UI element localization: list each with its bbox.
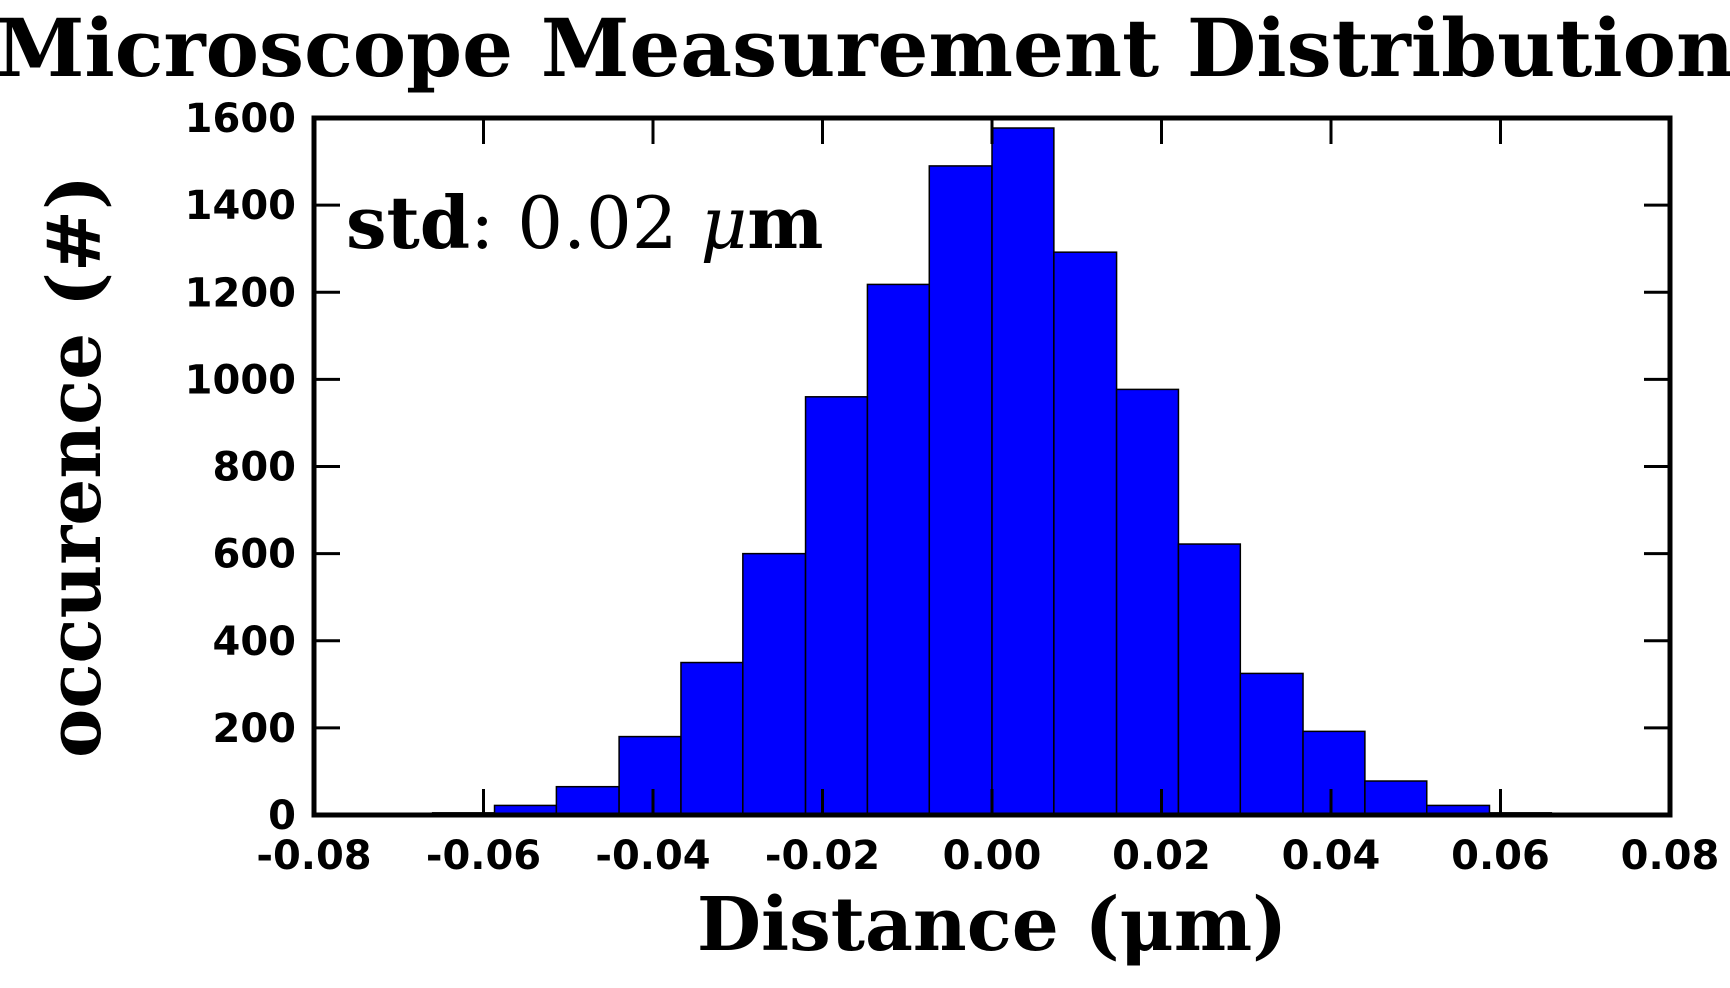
y-tick-label-5: 1000 bbox=[185, 357, 296, 403]
x-tick-label-3: -0.02 bbox=[765, 833, 880, 879]
x-tick-labels: -0.08 -0.06 -0.04 -0.02 0.00 0.02 0.04 0.06 0.08 bbox=[256, 833, 1719, 879]
y-tick-label-8: 1600 bbox=[185, 96, 296, 142]
histogram-bar-9 bbox=[991, 127, 1055, 816]
x-tick-label-6: 0.04 bbox=[1282, 833, 1381, 879]
x-tick-label-1: -0.06 bbox=[426, 833, 541, 879]
x-tick-label-4: 0.00 bbox=[943, 833, 1042, 879]
std-annotation: std: 0.02 μm bbox=[346, 180, 823, 265]
std-annotation-label: std bbox=[346, 180, 470, 265]
x-axis-label: Distance (μm) bbox=[697, 882, 1287, 968]
y-tick-label-1: 200 bbox=[213, 706, 297, 752]
chart-title: Microscope Measurement Distribution bbox=[0, 1, 1730, 95]
plot-frame bbox=[311, 115, 1673, 818]
bars-group bbox=[431, 127, 1553, 816]
std-annotation-value: 0.02 bbox=[517, 181, 677, 265]
histogram-bar-11 bbox=[1115, 388, 1180, 816]
std-annotation-separator: : bbox=[470, 181, 517, 265]
y-tick-label-0: 0 bbox=[268, 793, 296, 839]
histogram-bar-5 bbox=[742, 552, 807, 816]
x-tick-label-2: -0.04 bbox=[595, 833, 710, 879]
y-tick-label-2: 400 bbox=[213, 619, 297, 665]
histogram-bar-12 bbox=[1177, 543, 1242, 816]
std-annotation-unit: m bbox=[747, 180, 823, 265]
y-tick-label-7: 1400 bbox=[185, 183, 296, 229]
histogram-bar-3 bbox=[618, 735, 682, 816]
y-tick-label-6: 1200 bbox=[185, 270, 296, 316]
y-axis-label: occurence (#) bbox=[32, 175, 118, 758]
histogram-bar-4 bbox=[680, 661, 744, 816]
histogram-bar-15 bbox=[1364, 780, 1428, 816]
x-tick-label-5: 0.02 bbox=[1112, 833, 1211, 879]
histogram-bar-7 bbox=[866, 283, 931, 816]
std-annotation-unit-symbol: μ bbox=[701, 181, 748, 265]
x-tick-label-8: 0.08 bbox=[1621, 833, 1720, 879]
histogram-bar-14 bbox=[1302, 730, 1366, 816]
x-tick-label-0: -0.08 bbox=[256, 833, 371, 879]
histogram-bar-10 bbox=[1053, 251, 1118, 816]
y-tick-labels: 0 200 400 600 800 1000 1200 1400 1600 bbox=[185, 96, 296, 839]
histogram-bar-13 bbox=[1239, 672, 1304, 816]
y-tick-label-4: 800 bbox=[213, 445, 297, 491]
histogram-bar-2 bbox=[555, 785, 620, 816]
histogram-bar-8 bbox=[928, 165, 993, 816]
x-tick-label-7: 0.06 bbox=[1451, 833, 1550, 879]
histogram-bar-6 bbox=[804, 396, 869, 816]
y-tick-label-3: 600 bbox=[213, 532, 297, 578]
